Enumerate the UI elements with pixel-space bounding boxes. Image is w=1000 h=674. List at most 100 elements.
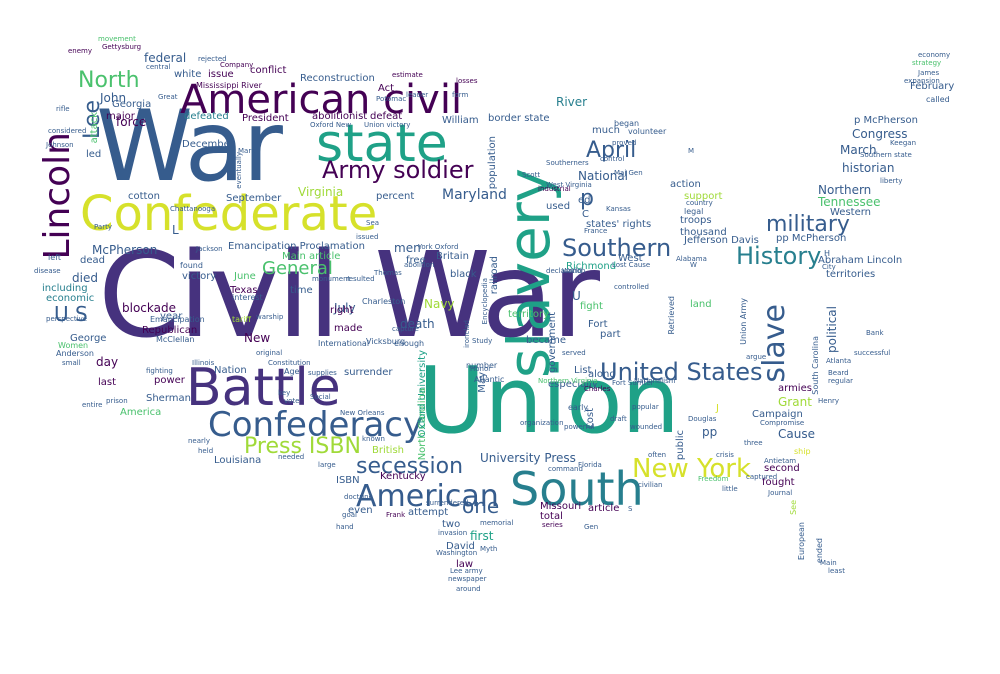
word-surrendered: surrendered [426, 499, 469, 507]
word-hand: hand [336, 523, 354, 531]
word-ship: ship [794, 447, 811, 456]
word-controlled: controlled [614, 283, 649, 291]
word-power: power [154, 375, 185, 386]
word-american-civil: American civil [180, 77, 463, 123]
word-became: became [526, 335, 567, 346]
word-economic: economic [46, 293, 95, 304]
word-interest: interest [232, 293, 263, 302]
word-west: West [618, 253, 643, 264]
word-territory: territory [508, 309, 549, 320]
word-attack: attack [89, 112, 100, 144]
word-jackson: Jackson [196, 245, 223, 253]
word-press-isbn: Press ISBN [244, 434, 361, 459]
word-congress: Congress [852, 127, 908, 141]
word-myth: Myth [480, 545, 498, 553]
word-fight: fight [580, 301, 603, 312]
word-goal: goal [342, 511, 357, 519]
word-year: year [160, 311, 183, 322]
word-led: led [86, 149, 102, 160]
word-state: state [316, 114, 448, 174]
word-losses: losses [456, 77, 478, 85]
word-grant: Grant [778, 395, 812, 409]
word-republican: Republican [142, 325, 198, 336]
word-sherman: Sherman [146, 393, 191, 404]
word-war: War [96, 90, 283, 204]
word-civil-war: Civil War [98, 226, 600, 364]
word-secession: secession [356, 454, 464, 479]
word-december: December [182, 139, 234, 150]
word-company: Company [220, 61, 254, 69]
word-oxford-new: Oxford New [310, 121, 352, 129]
word-large: large [318, 461, 336, 469]
word-volunteer: volunteer [628, 127, 667, 136]
word-johnson: Johnson [46, 141, 74, 149]
word-little: little [722, 485, 738, 493]
word-early: early [568, 403, 589, 412]
word-invasion: invasion [438, 529, 468, 537]
word-list: List [574, 365, 592, 376]
word-texas: Texas [230, 285, 258, 296]
word-september: September [226, 193, 282, 204]
word-america: America [120, 407, 162, 418]
word-bank: Bank [866, 329, 884, 337]
word-used: used [546, 201, 571, 212]
word-general: General [262, 258, 333, 279]
word-confederate: Confederate [80, 186, 378, 242]
word-border-state: border state [488, 113, 550, 124]
word-dead: dead [80, 255, 105, 266]
word-missouri: Missouri [540, 501, 582, 512]
word-lincoln: Lincoln [37, 132, 78, 260]
word-force: force [116, 115, 147, 129]
word-men: men [394, 241, 421, 255]
word-oxford-university: Oxford University [417, 350, 428, 438]
word-main: Main [820, 559, 837, 567]
word-defeat: defeat [370, 111, 403, 122]
word-february: February [910, 81, 955, 92]
word-supplies: supplies [308, 369, 337, 377]
word-illinois: Illinois [192, 359, 215, 367]
word-fort: Fort [588, 319, 608, 330]
word-social: Social [310, 393, 331, 401]
word-known: known [362, 435, 385, 443]
word-gen: Gen [584, 523, 599, 531]
word-lost-cause: Lost Cause [612, 261, 651, 269]
word-south-carolina: South Carolina [811, 336, 820, 395]
word-northern-virginia: Northern Virginia [538, 377, 598, 385]
word-frank: Frank [386, 511, 406, 519]
word-draft: draft [610, 415, 627, 423]
word-richmond: Richmond [566, 261, 617, 272]
word-held: held [198, 447, 214, 455]
word-original: original [256, 349, 283, 357]
word-maj-gen: Maj Gen [614, 169, 643, 177]
word-day: day [96, 355, 119, 369]
word-york-oxford: York Oxford [418, 243, 459, 251]
word-estimate: estimate [392, 71, 423, 79]
word-federal: federal [144, 51, 187, 65]
word-article: article [588, 503, 620, 514]
word-ironclad: ironclad [463, 320, 471, 348]
word-control: control [600, 155, 625, 163]
word-along: along [588, 369, 616, 380]
word-atlanta: Atlanta [826, 357, 852, 365]
word-compromise: Compromise [760, 419, 805, 427]
word-blockade: blockade [122, 301, 176, 315]
word-union-army: Union Army [739, 298, 748, 345]
word-act: Act [378, 83, 395, 94]
word-atlantic: Atlantic [474, 375, 505, 384]
word-european: European [797, 522, 806, 561]
word-abolitionist: abolitionist [312, 111, 368, 122]
word-france: France [584, 227, 608, 235]
word-retrieved: Retrieved [667, 296, 676, 335]
word-successful: successful [854, 349, 891, 357]
word-popular: popular [632, 403, 659, 411]
word-percent: percent [376, 191, 415, 202]
word-mark: Mark [238, 147, 256, 155]
word-free: free [406, 255, 426, 266]
word-armies: armies [778, 383, 812, 394]
word-ed: ed [578, 195, 591, 206]
word-military: military [766, 212, 850, 237]
word-city: City [822, 263, 836, 271]
word-p: p [580, 186, 594, 211]
word-called: called [926, 95, 950, 104]
